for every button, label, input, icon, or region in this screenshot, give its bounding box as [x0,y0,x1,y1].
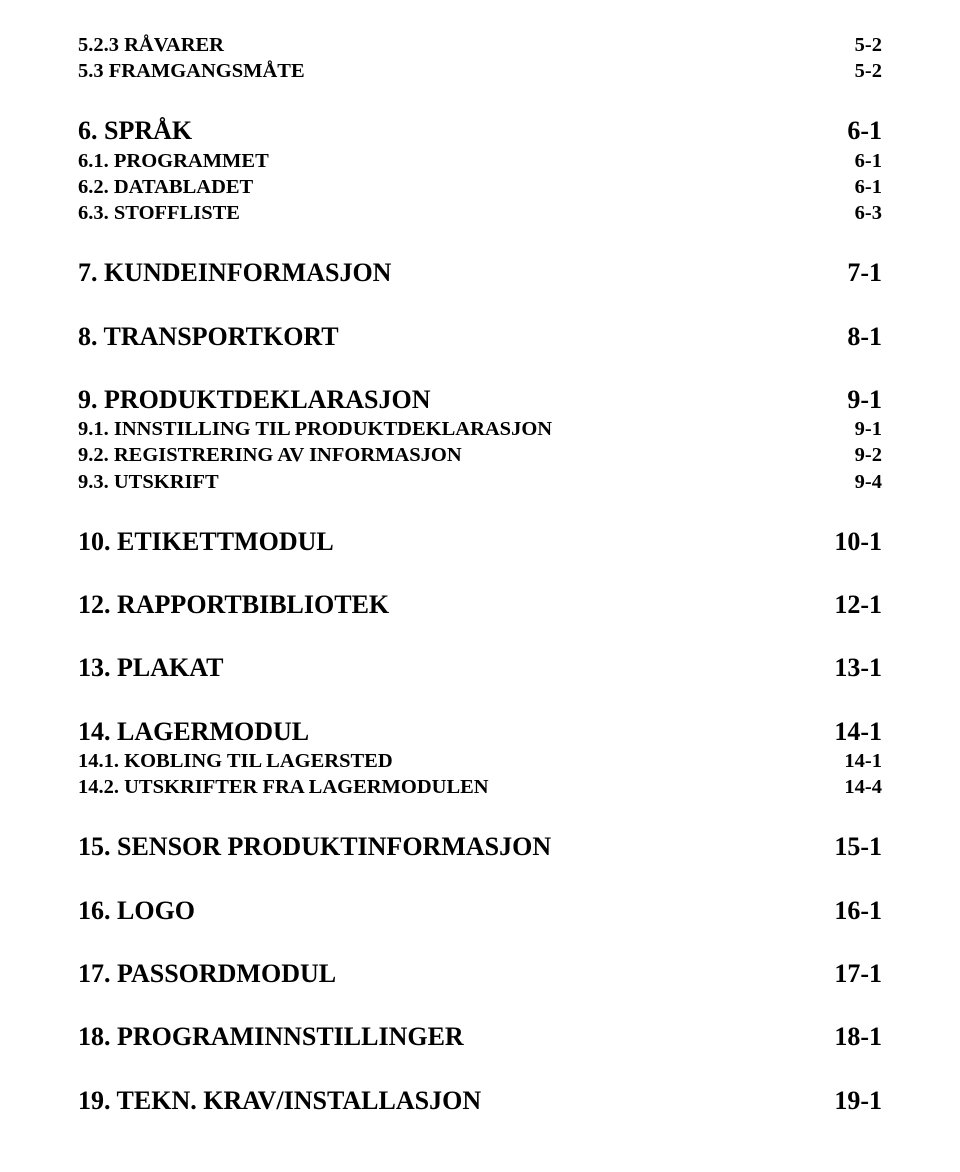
toc-label: 9.3. UTSKRIFT [78,469,219,495]
toc-entry-9: 9. PRODUKTDEKLARASJON 9-1 [78,383,882,416]
toc-page: 6-3 [839,200,882,226]
toc-page: 19-1 [818,1084,882,1117]
toc-page: 5-2 [839,32,882,58]
toc-entry-12: 12. RAPPORTBIBLIOTEK 12-1 [78,588,882,621]
toc-entry-13: 13. PLAKAT 13-1 [78,651,882,684]
toc-entry-14-2: 14.2. UTSKRIFTER FRA LAGERMODULEN 14-4 [78,774,882,800]
toc-entry-9-3: 9.3. UTSKRIFT 9-4 [78,469,882,495]
section-gap [78,621,882,651]
toc-page: 9-1 [839,416,882,442]
toc-page: 13-1 [818,651,882,684]
toc-page: 14-1 [818,715,882,748]
toc-entry-6-1: 6.1. PROGRAMMET 6-1 [78,148,882,174]
toc-label: 15. SENSOR PRODUKTINFORMASJON [78,830,551,863]
section-gap [78,1054,882,1084]
section-gap [78,290,882,320]
toc-page: 6-1 [839,174,882,200]
toc-page: 9-1 [831,383,882,416]
toc-label: 14.2. UTSKRIFTER FRA LAGERMODULEN [78,774,489,800]
section-gap [78,864,882,894]
section-gap [78,685,882,715]
toc-label: 12. RAPPORTBIBLIOTEK [78,588,389,621]
toc-label: 14.1. KOBLING TIL LAGERSTED [78,748,393,774]
toc-label: 8. TRANSPORTKORT [78,320,339,353]
toc-entry-7: 7. KUNDEINFORMASJON 7-1 [78,256,882,289]
section-gap [78,495,882,525]
section-gap [78,558,882,588]
toc-entry-5-2-3: 5.2.3 RÅVARER 5-2 [78,32,882,58]
section-gap [78,927,882,957]
toc-page: 10-1 [818,525,882,558]
toc-entry-6-2: 6.2. DATABLADET 6-1 [78,174,882,200]
section-gap [78,84,882,114]
toc-page: 8-1 [831,320,882,353]
toc-entry-5-3: 5.3 FRAMGANGSMÅTE 5-2 [78,58,882,84]
section-gap [78,990,882,1020]
section-gap [78,226,882,256]
toc-page: 18-1 [818,1020,882,1053]
toc-entry-18: 18. PROGRAMINNSTILLINGER 18-1 [78,1020,882,1053]
toc-entry-15: 15. SENSOR PRODUKTINFORMASJON 15-1 [78,830,882,863]
toc-label: 6.3. STOFFLISTE [78,200,240,226]
toc-entry-6: 6. SPRÅK 6-1 [78,114,882,147]
toc-page: 14-4 [828,774,882,800]
toc-label: 16. LOGO [78,894,195,927]
toc-label: 9.2. REGISTRERING AV INFORMASJON [78,442,462,468]
toc-page: 14-1 [828,748,882,774]
toc-label: 18. PROGRAMINNSTILLINGER [78,1020,464,1053]
toc-page: 17-1 [818,957,882,990]
toc-page: 6-1 [831,114,882,147]
toc-page: 9-4 [839,469,882,495]
toc-label: 14. LAGERMODUL [78,715,309,748]
toc-entry-9-1: 9.1. INNSTILLING TIL PRODUKTDEKLARASJON … [78,416,882,442]
toc-label: 10. ETIKETTMODUL [78,525,334,558]
toc-entry-17: 17. PASSORDMODUL 17-1 [78,957,882,990]
toc-label: 6.2. DATABLADET [78,174,253,200]
toc-entry-14-1: 14.1. KOBLING TIL LAGERSTED 14-1 [78,748,882,774]
toc-entry-8: 8. TRANSPORTKORT 8-1 [78,320,882,353]
toc-page: 5-2 [839,58,882,84]
toc-entry-16: 16. LOGO 16-1 [78,894,882,927]
toc-label: 9. PRODUKTDEKLARASJON [78,383,430,416]
toc-label: 19. TEKN. KRAV/INSTALLASJON [78,1084,481,1117]
document-page: 5.2.3 RÅVARER 5-2 5.3 FRAMGANGSMÅTE 5-2 … [0,0,960,1172]
toc-label: 5.3 FRAMGANGSMÅTE [78,58,305,84]
toc-page: 9-2 [839,442,882,468]
toc-entry-10: 10. ETIKETTMODUL 10-1 [78,525,882,558]
section-gap [78,353,882,383]
toc-page: 6-1 [839,148,882,174]
toc-page: 7-1 [831,256,882,289]
section-gap [78,800,882,830]
toc-label: 7. KUNDEINFORMASJON [78,256,391,289]
toc-entry-6-3: 6.3. STOFFLISTE 6-3 [78,200,882,226]
toc-label: 13. PLAKAT [78,651,223,684]
toc-label: 6.1. PROGRAMMET [78,148,269,174]
toc-entry-9-2: 9.2. REGISTRERING AV INFORMASJON 9-2 [78,442,882,468]
toc-label: 9.1. INNSTILLING TIL PRODUKTDEKLARASJON [78,416,552,442]
toc-entry-14: 14. LAGERMODUL 14-1 [78,715,882,748]
toc-page: 12-1 [818,588,882,621]
toc-page: 16-1 [818,894,882,927]
toc-entry-19: 19. TEKN. KRAV/INSTALLASJON 19-1 [78,1084,882,1117]
toc-label: 17. PASSORDMODUL [78,957,336,990]
toc-label: 6. SPRÅK [78,114,192,147]
toc-page: 15-1 [818,830,882,863]
toc-label: 5.2.3 RÅVARER [78,32,224,58]
